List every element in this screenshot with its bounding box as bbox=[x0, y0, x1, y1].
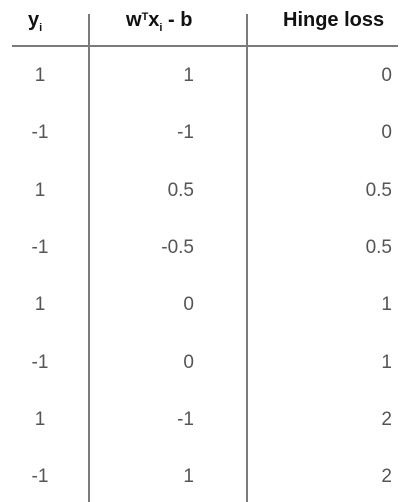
cell-hinge-loss: 2 bbox=[381, 466, 392, 487]
cell-hinge-loss: 1 bbox=[381, 352, 392, 373]
cell-y: 1 bbox=[34, 180, 46, 201]
header-underline bbox=[12, 45, 398, 47]
cell-score: -1 bbox=[177, 409, 194, 430]
cell-y: -1 bbox=[31, 122, 49, 143]
cell-score: 0.5 bbox=[167, 180, 194, 201]
header-hinge-loss: Hinge loss bbox=[283, 9, 385, 31]
column-divider bbox=[246, 14, 248, 502]
cell-y: 1 bbox=[34, 294, 46, 315]
table-row: 1 0 1 bbox=[0, 290, 410, 320]
cell-hinge-loss: 0.5 bbox=[365, 180, 392, 201]
cell-y: -1 bbox=[31, 237, 49, 258]
cell-y: -1 bbox=[31, 352, 49, 373]
column-divider bbox=[88, 14, 90, 502]
cell-hinge-loss: 1 bbox=[381, 294, 392, 315]
table-row: -1 1 2 bbox=[0, 462, 410, 492]
cell-score: -1 bbox=[177, 122, 194, 143]
table-row: 1 0.5 0.5 bbox=[0, 176, 410, 206]
header-y: yi bbox=[28, 9, 43, 34]
cell-hinge-loss: 2 bbox=[381, 409, 392, 430]
table-row: 1 1 0 bbox=[0, 61, 410, 91]
cell-hinge-loss: 0 bbox=[381, 65, 392, 86]
cell-y: 1 bbox=[34, 65, 46, 86]
table-row: -1 -1 0 bbox=[0, 118, 410, 148]
cell-hinge-loss: 0.5 bbox=[365, 237, 392, 258]
cell-y: 1 bbox=[34, 409, 46, 430]
cell-score: 0 bbox=[183, 352, 194, 373]
cell-score: -0.5 bbox=[161, 237, 194, 258]
cell-score: 0 bbox=[183, 294, 194, 315]
table-row: -1 0 1 bbox=[0, 348, 410, 378]
cell-y: -1 bbox=[31, 466, 49, 487]
table-row: -1 -0.5 0.5 bbox=[0, 233, 410, 263]
table-row: 1 -1 2 bbox=[0, 405, 410, 435]
cell-score: 1 bbox=[183, 466, 194, 487]
cell-score: 1 bbox=[183, 65, 194, 86]
cell-hinge-loss: 0 bbox=[381, 122, 392, 143]
header-score: wTxi - b bbox=[126, 9, 193, 34]
